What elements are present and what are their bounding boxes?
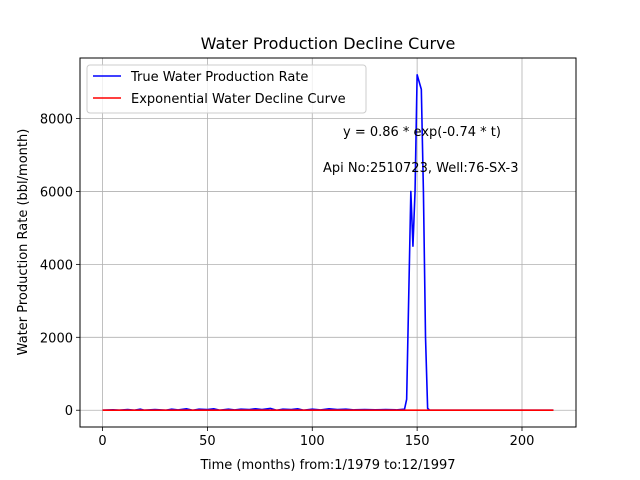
legend-box bbox=[86, 64, 367, 114]
chart-title: Water Production Decline Curve bbox=[201, 34, 456, 53]
x-tick-label: 0 bbox=[98, 434, 106, 449]
x-tick-label: 150 bbox=[405, 434, 430, 449]
legend-label-true-rate: True Water Production Rate bbox=[130, 70, 308, 85]
y-tick-label: 4000 bbox=[40, 258, 73, 273]
plot-area bbox=[80, 58, 576, 427]
x-axis-label: Time (months) from:1/1979 to:12/1997 bbox=[199, 458, 455, 473]
well-annotation: Api No:2510723, Well:76-SX-3 bbox=[323, 161, 519, 176]
legend-label-exp-curve: Exponential Water Decline Curve bbox=[131, 92, 346, 107]
y-tick-label: 0 bbox=[65, 404, 73, 419]
y-axis-label: Water Production Rate (bbl/month) bbox=[16, 129, 31, 356]
x-tick-label: 50 bbox=[199, 434, 216, 449]
equation-annotation: y = 0.86 * exp(-0.74 * t) bbox=[343, 125, 501, 140]
x-axis-ticks: 0 50 100 150 200 bbox=[98, 427, 534, 449]
y-tick-label: 2000 bbox=[40, 331, 73, 346]
plot-frame bbox=[79, 57, 577, 428]
y-tick-label: 8000 bbox=[40, 113, 73, 128]
y-tick-label: 6000 bbox=[40, 185, 73, 200]
x-tick-label: 200 bbox=[510, 434, 535, 449]
legend: True Water Production Rate Exponential W… bbox=[86, 64, 367, 114]
series-layer bbox=[102, 73, 554, 412]
y-axis-ticks: 0 2000 4000 6000 8000 bbox=[40, 113, 80, 419]
x-tick-label: 100 bbox=[300, 434, 325, 449]
